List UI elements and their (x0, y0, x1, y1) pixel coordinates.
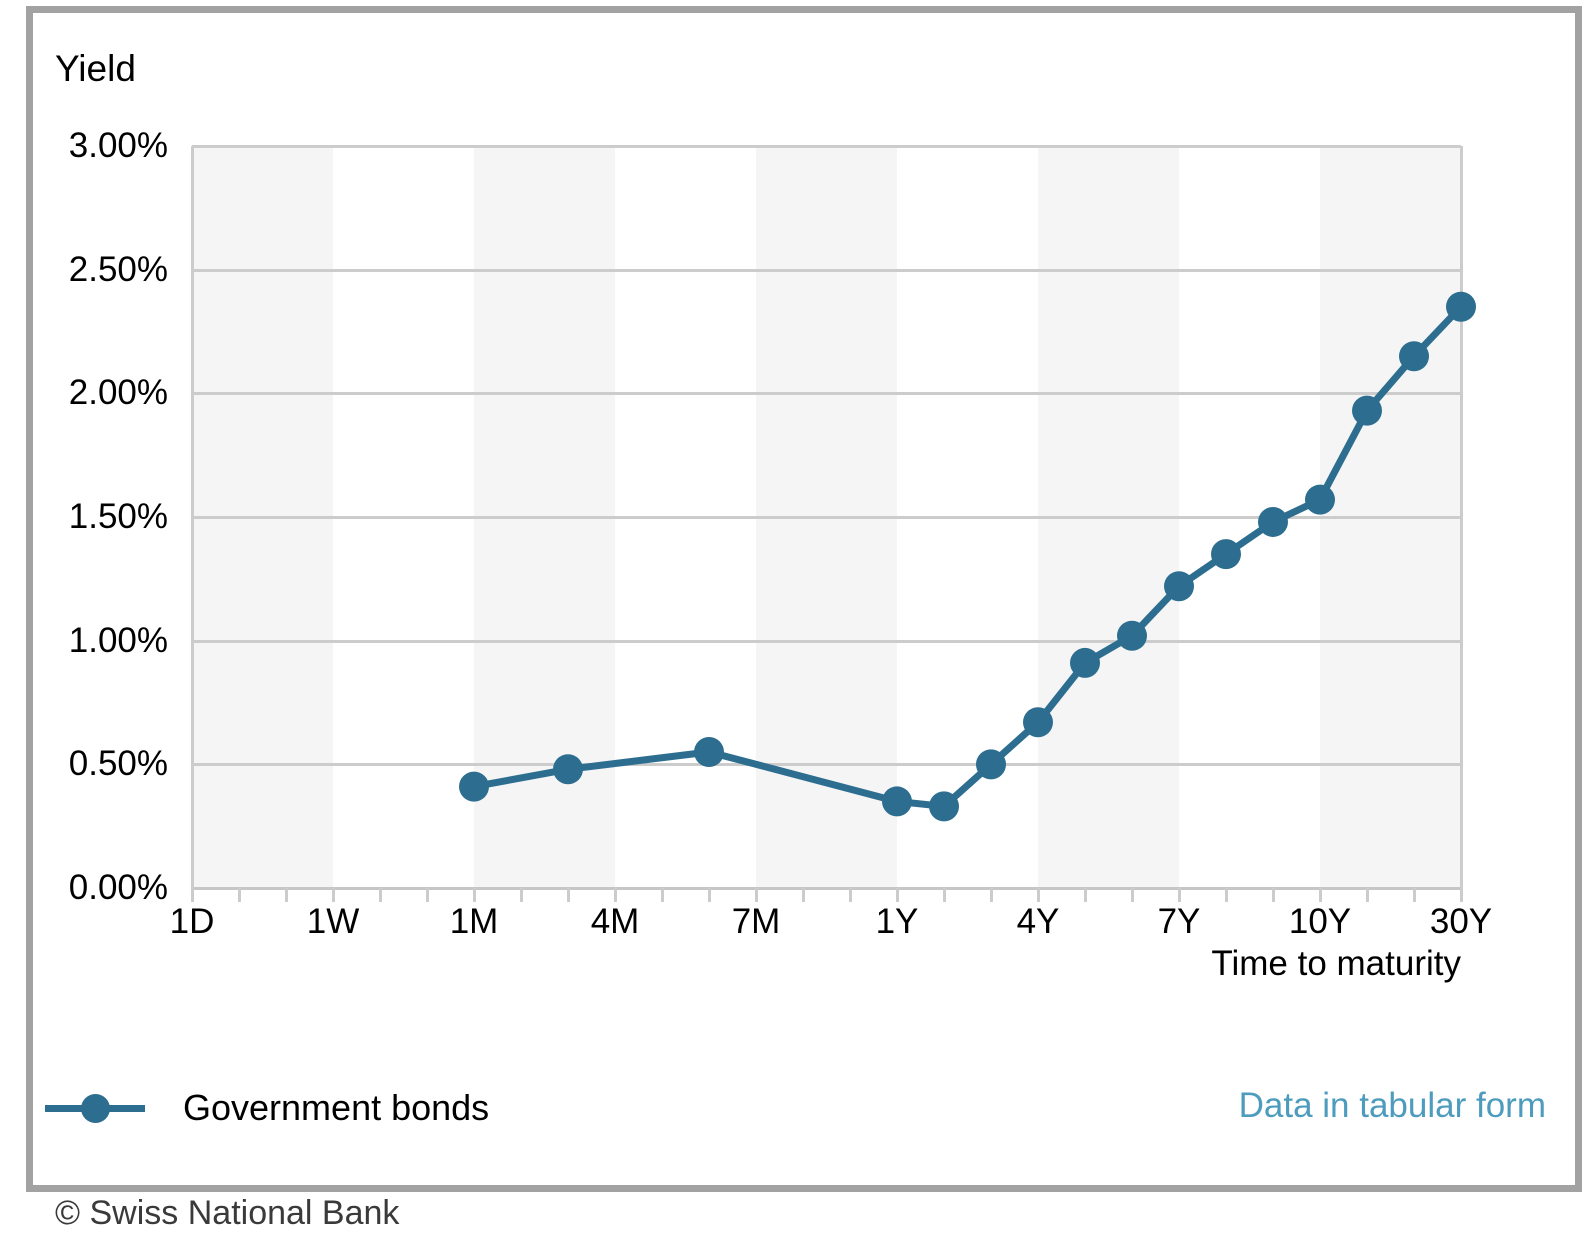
y-gridline (192, 763, 1461, 767)
x-tick-mark (1366, 888, 1369, 902)
x-tick-label-1M: 1M (449, 902, 499, 941)
data-point-10Y[interactable] (1305, 484, 1335, 515)
data-point-1Y[interactable] (882, 786, 912, 817)
y-tick-label: 1.00% (68, 620, 168, 660)
x-tick-label-10Y: 10Y (1288, 902, 1352, 941)
y-gridline (192, 639, 1461, 643)
data-point-4Y[interactable] (1023, 707, 1053, 738)
legend-line-marker-icon (45, 1086, 145, 1130)
y-gridline (192, 516, 1461, 519)
data-point-7Y[interactable] (1164, 571, 1194, 602)
x-tick-mark (614, 888, 617, 902)
data-point-3M[interactable] (553, 754, 583, 785)
x-tick-mark (849, 888, 852, 902)
x-tick-mark (1037, 888, 1040, 902)
x-tick-mark (473, 888, 476, 902)
plot-area (191, 145, 1476, 902)
y-gridline (192, 392, 1461, 396)
x-tick-mark (332, 888, 335, 902)
y-tick-label: 1.50% (68, 497, 168, 536)
chart-page: { "chart_data": { "type": "line", "title… (26, 6, 1582, 1232)
data-in-tabular-form-link[interactable]: Data in tabular form (1238, 1086, 1546, 1125)
x-tick-mark (661, 888, 664, 902)
data-point-20Y[interactable] (1399, 341, 1429, 372)
data-point-6Y[interactable] (1117, 620, 1147, 651)
x-tick-mark (1084, 888, 1087, 902)
x-tick-label-1D: 1D (169, 902, 215, 941)
legend-label: Government bonds (183, 1087, 490, 1128)
y-tick-label: 3.00% (68, 126, 168, 165)
y-tick-label: 0.00% (68, 868, 168, 907)
x-tick-mark (238, 888, 241, 902)
y-gridline (192, 268, 1461, 272)
x-tick-mark (1460, 888, 1463, 902)
data-point-2Y[interactable] (929, 791, 959, 822)
y-tick-label: 2.50% (68, 249, 168, 289)
data-point-8Y[interactable] (1211, 539, 1241, 570)
y-axis-line (191, 146, 194, 888)
data-point-3Y[interactable] (976, 749, 1006, 780)
footer-copyright: © Swiss National Bank (55, 1194, 400, 1232)
x-tick-mark (943, 888, 946, 902)
x-tick-mark (191, 888, 194, 902)
x-tick-mark (708, 888, 711, 902)
y-axis-title: Yield (55, 48, 136, 89)
y-tick-label: 0.50% (68, 744, 168, 784)
x-tick-label-4Y: 4Y (1016, 902, 1060, 941)
x-tick-mark (1178, 888, 1181, 902)
data-point-5Y[interactable] (1070, 647, 1100, 678)
data-point-1M[interactable] (459, 771, 489, 802)
data-point-9Y[interactable] (1258, 506, 1288, 537)
x-tick-mark (1319, 888, 1322, 902)
x-tick-mark (802, 888, 805, 902)
x-tick-mark (990, 888, 993, 902)
data-point-6M[interactable] (694, 736, 724, 767)
data-point-15Y[interactable] (1352, 395, 1382, 426)
x-axis-title: Time to maturity (1211, 944, 1461, 983)
x-tick-label-4M: 4M (590, 902, 640, 941)
series-line (473, 304, 1464, 811)
x-tick-label-30Y: 30Y (1429, 902, 1493, 941)
x-tick-mark (896, 888, 899, 902)
x-tick-mark (426, 888, 429, 902)
x-tick-mark (285, 888, 288, 902)
plot-right-border (1460, 146, 1463, 888)
x-tick-mark (1131, 888, 1134, 902)
x-tick-mark (1413, 888, 1416, 902)
legend: Government bonds (45, 1086, 489, 1130)
x-tick-label-1Y: 1Y (875, 902, 919, 941)
x-tick-label-7M: 7M (731, 902, 781, 941)
x-axis-line (192, 887, 1461, 890)
x-tick-label-1W: 1W (306, 902, 360, 941)
x-tick-mark (755, 888, 758, 902)
x-tick-mark (379, 888, 382, 902)
data-point-30Y[interactable] (1446, 291, 1476, 322)
x-tick-mark (1272, 888, 1275, 902)
y-tick-label: 2.00% (68, 373, 168, 413)
x-tick-mark (567, 888, 570, 902)
x-tick-label-7Y: 7Y (1157, 902, 1201, 941)
x-tick-mark (520, 888, 523, 902)
series-layer (459, 291, 1476, 822)
x-tick-mark (1225, 888, 1228, 902)
y-gridline (192, 145, 1461, 148)
